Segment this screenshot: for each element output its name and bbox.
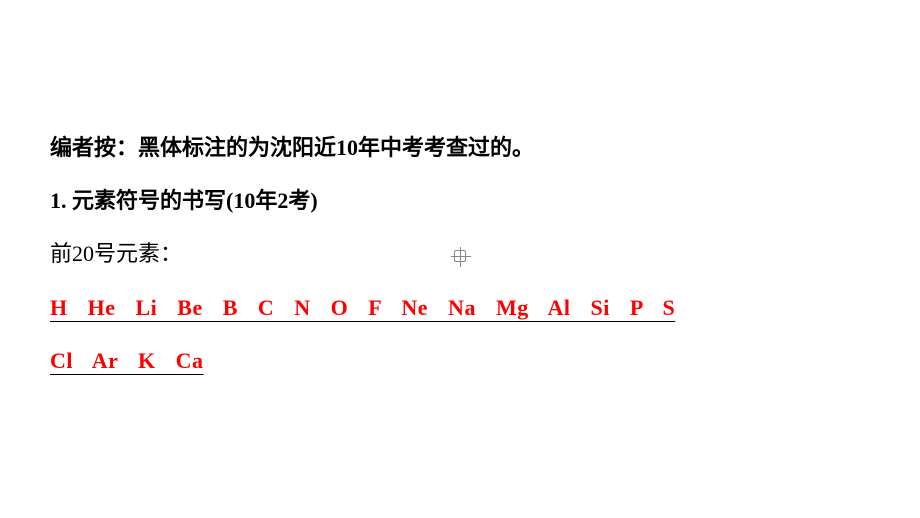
editor-note-prefix: 编者按：: [50, 135, 138, 160]
section-heading: 1. 元素符号的书写(10年2考): [50, 183, 870, 218]
editor-note-text: 黑体标注的为沈阳近10年中考考查过的。: [138, 135, 534, 160]
elements-row-2: Cl Ar K Ca: [50, 343, 204, 378]
heading-title: 元素符号的书写: [72, 188, 226, 213]
elements-row-1: H He Li Be B C N O F Ne Na Mg Al Si P S: [50, 290, 870, 325]
elements-row-2-container: Cl Ar K Ca: [50, 343, 870, 378]
heading-suffix: (10年2考): [226, 188, 318, 213]
page-center-mark-icon: [454, 250, 466, 262]
editor-note: 编者按：黑体标注的为沈阳近10年中考考查过的。: [50, 130, 870, 165]
heading-number: 1.: [50, 188, 72, 213]
